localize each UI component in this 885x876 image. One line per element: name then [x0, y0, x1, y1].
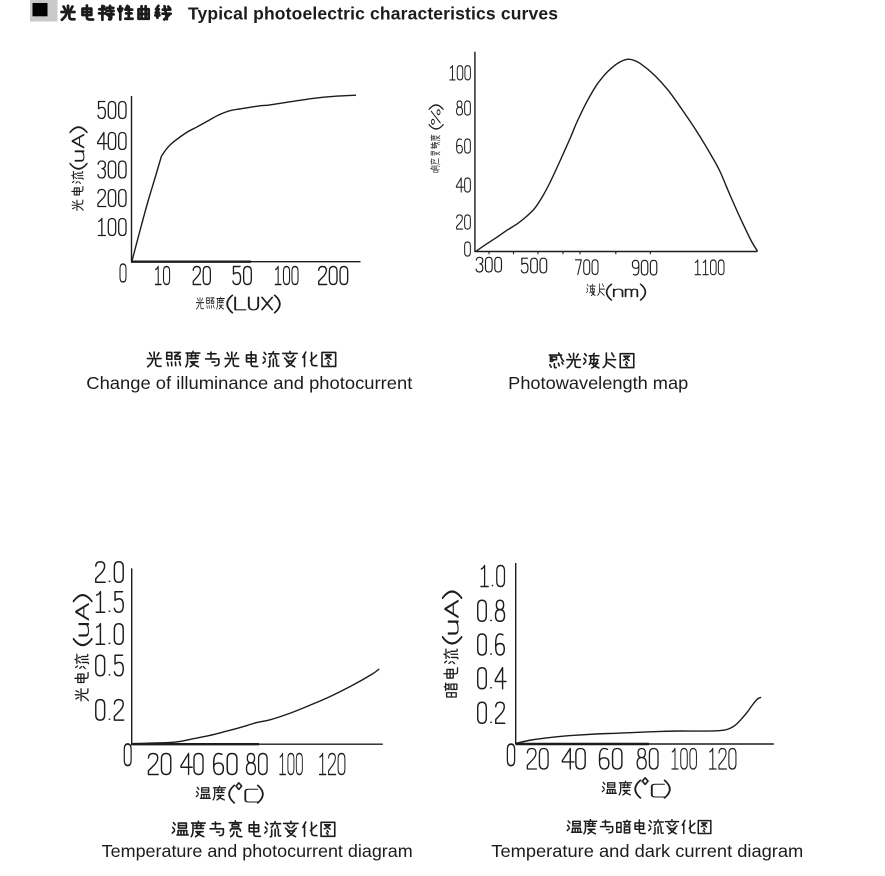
- svg-text:Temperature and dark current d: Temperature and dark current diagram: [491, 841, 803, 861]
- svg-text:Temperature and photocurrent d: Temperature and photocurrent diagram: [102, 841, 413, 861]
- svg-text:Typical photoelectric characte: Typical photoelectric characteristics cu…: [188, 4, 558, 24]
- svg-text:Change of illuminance and phot: Change of illuminance and photocurrent: [86, 373, 412, 393]
- svg-text:Photowavelength map: Photowavelength map: [508, 373, 688, 393]
